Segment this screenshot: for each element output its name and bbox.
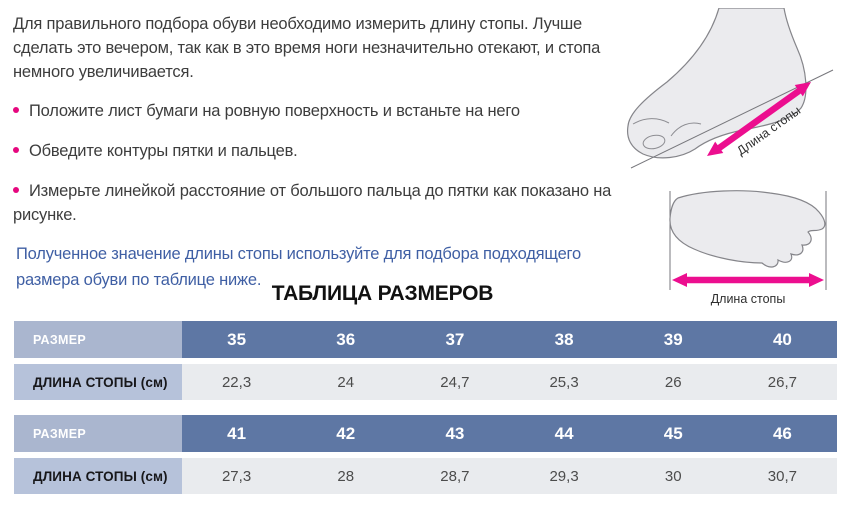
list-item: Измерьте линейкой расстояние от большого… <box>13 179 633 227</box>
measure-arrow <box>713 85 805 154</box>
length-value: 25,3 <box>509 364 619 400</box>
size-value: 45 <box>618 415 728 452</box>
size-header-row: РАЗМЕР 41 42 43 44 45 46 <box>14 415 837 452</box>
size-value: 37 <box>400 321 510 358</box>
size-value: 35 <box>182 321 292 358</box>
length-value: 22,3 <box>182 364 292 400</box>
side-foot-illustration: Длина стопы <box>623 7 847 172</box>
size-row-header: РАЗМЕР <box>14 415 182 452</box>
length-value: 26 <box>618 364 728 400</box>
list-item-text: Положите лист бумаги на ровную поверхнос… <box>29 102 520 120</box>
length-value: 30,7 <box>727 458 837 494</box>
arrow-head <box>672 273 687 287</box>
size-value: 43 <box>400 415 510 452</box>
length-row-header: ДЛИНА СТОПЫ (см) <box>14 458 182 494</box>
length-value: 27,3 <box>182 458 292 494</box>
size-value: 40 <box>727 321 837 358</box>
arrow-head <box>809 273 824 287</box>
note-paragraph: Полученное значение длины стопы использу… <box>16 245 581 289</box>
size-table-41-46: РАЗМЕР 41 42 43 44 45 46 ДЛИНА СТОПЫ (см… <box>14 415 837 494</box>
side-foot-drawing: Длина стопы <box>626 7 834 169</box>
size-row-header: РАЗМЕР <box>14 321 182 358</box>
list-item: Положите лист бумаги на ровную поверхнос… <box>13 99 633 123</box>
bullet-icon <box>13 186 19 193</box>
length-value: 26,7 <box>727 364 837 400</box>
size-value: 41 <box>182 415 292 452</box>
length-value: 28 <box>291 458 401 494</box>
size-table-35-40: РАЗМЕР 35 36 37 38 39 40 ДЛИНА СТОПЫ (см… <box>14 321 837 400</box>
instructions-column: Для правильного подбора обуви необходимо… <box>13 12 633 293</box>
sole-foot-arrow-label: Длина стопы <box>711 292 786 306</box>
toe-crease <box>670 122 702 137</box>
size-value: 38 <box>509 321 619 358</box>
list-item-text: Измерьте линейкой расстояние от большого… <box>13 182 612 224</box>
length-row-header: ДЛИНА СТОПЫ (см) <box>14 364 182 400</box>
intro-paragraph: Для правильного подбора обуви необходимо… <box>13 15 601 81</box>
list-item: Обведите контуры пятки и пальцев. <box>13 139 633 163</box>
toenail <box>642 134 666 150</box>
arrow-head <box>707 141 724 156</box>
instruction-list: Положите лист бумаги на ровную поверхнос… <box>13 99 633 227</box>
length-value: 28,7 <box>400 458 510 494</box>
size-value: 39 <box>618 321 728 358</box>
bullet-icon <box>13 106 19 113</box>
length-value: 24 <box>291 364 401 400</box>
length-value: 30 <box>618 458 728 494</box>
size-value: 44 <box>509 415 619 452</box>
sole-foot-drawing: Длина стопы <box>669 190 827 306</box>
toe-crease <box>632 118 670 125</box>
length-data-row: ДЛИНА СТОПЫ (см) 27,3 28 28,7 29,3 30 30… <box>14 458 837 494</box>
sole-foot-illustration: Длина стопы <box>648 188 840 310</box>
size-value: 46 <box>727 415 837 452</box>
sole-outline <box>669 190 826 268</box>
length-data-row: ДЛИНА СТОПЫ (см) 22,3 24 24,7 25,3 26 26… <box>14 364 837 400</box>
size-table-title: ТАБЛИЦА РАЗМЕРОВ <box>271 282 494 305</box>
bullet-icon <box>13 146 19 153</box>
size-header-row: РАЗМЕР 35 36 37 38 39 40 <box>14 321 837 358</box>
length-value: 29,3 <box>509 458 619 494</box>
size-value: 42 <box>291 415 401 452</box>
length-value: 24,7 <box>400 364 510 400</box>
list-item-text: Обведите контуры пятки и пальцев. <box>29 142 298 160</box>
arrow-head <box>794 82 811 97</box>
size-value: 36 <box>291 321 401 358</box>
